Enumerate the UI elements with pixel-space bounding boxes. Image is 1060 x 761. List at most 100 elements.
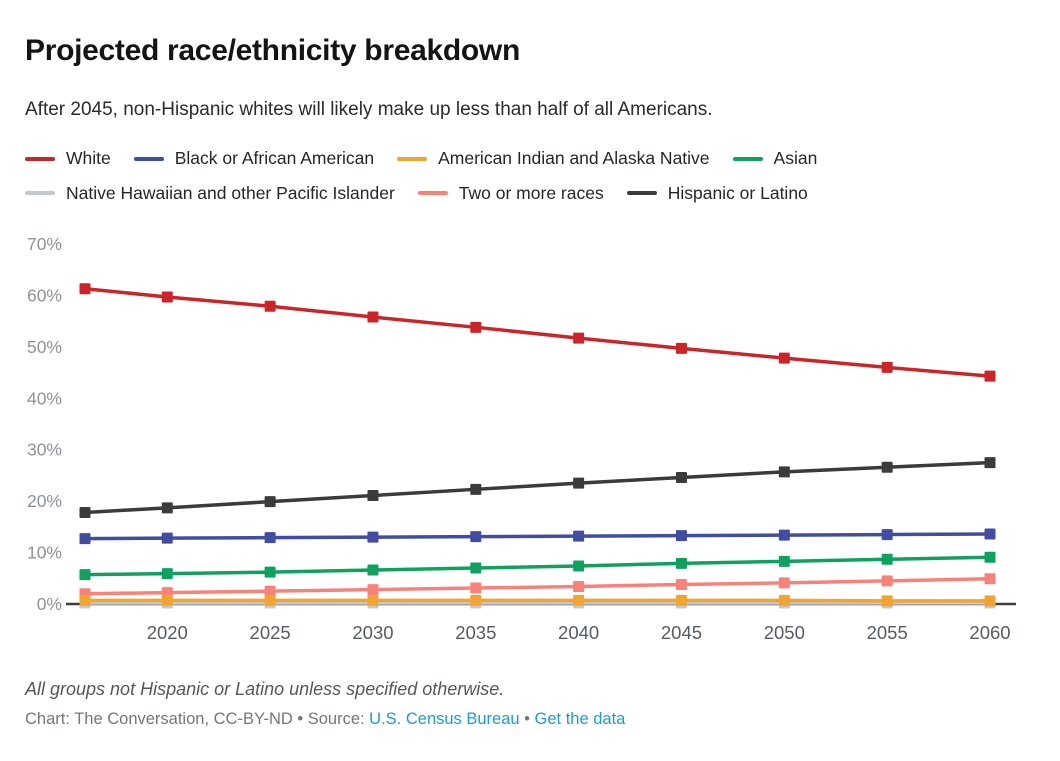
data-point-marker xyxy=(881,553,893,565)
data-point-marker xyxy=(161,594,173,606)
legend-item-two-or-more-races: Two or more races xyxy=(417,182,604,203)
legend-label: Two or more races xyxy=(458,182,604,203)
data-point-marker xyxy=(881,575,893,587)
x-axis-tick-label: 2060 xyxy=(969,622,1010,643)
data-point-marker xyxy=(675,557,687,569)
legend-label: Asian xyxy=(773,148,818,168)
legend-swatch-icon xyxy=(626,191,657,196)
series-hispanic-or-latino xyxy=(79,457,996,518)
data-point-marker xyxy=(881,595,893,607)
data-point-marker xyxy=(367,594,379,606)
data-point-marker xyxy=(470,562,482,574)
data-point-marker xyxy=(573,477,585,489)
data-point-marker xyxy=(79,594,91,606)
y-axis-tick-label: 50% xyxy=(27,337,62,357)
data-point-marker xyxy=(161,568,173,580)
data-point-marker xyxy=(573,530,585,542)
legend-swatch-icon xyxy=(417,191,448,196)
data-point-marker xyxy=(675,578,687,590)
x-axis-tick-label: 2040 xyxy=(558,622,599,643)
data-point-marker xyxy=(264,566,276,578)
series-two-or-more-races xyxy=(79,573,996,600)
data-point-marker xyxy=(264,300,276,312)
data-point-marker xyxy=(984,551,996,563)
legend-item-american-indian-and-alaska-native: American Indian and Alaska Native xyxy=(397,148,710,168)
series-line-black-or-african-american xyxy=(84,532,991,541)
data-point-marker xyxy=(367,489,379,501)
data-point-marker xyxy=(573,581,585,593)
legend-swatch-icon xyxy=(732,156,763,161)
data-point-marker xyxy=(367,584,379,596)
data-point-marker xyxy=(675,471,687,483)
data-point-marker xyxy=(984,573,996,585)
series-line-american-indian-and-alaska-native xyxy=(85,598,990,603)
data-point-marker xyxy=(367,531,379,543)
series-line-hispanic-or-latino xyxy=(84,460,991,515)
get-the-data-link[interactable]: Get the data xyxy=(534,710,626,728)
series-white xyxy=(79,283,996,382)
data-point-marker xyxy=(161,532,173,544)
legend-label: White xyxy=(66,148,111,168)
data-point-marker xyxy=(367,564,379,576)
footnote: All groups not Hispanic or Latino unless… xyxy=(25,679,505,699)
chart-subtitle: After 2045, non-Hispanic whites will lik… xyxy=(25,99,713,120)
legend-label: Black or African American xyxy=(174,148,375,168)
data-point-marker xyxy=(470,594,482,606)
credit-line: Chart: The Conversation, CC-BY-ND • Sour… xyxy=(25,710,625,729)
series-black-or-african-american xyxy=(79,528,996,545)
data-point-marker xyxy=(79,569,91,581)
y-axis-tick-label: 10% xyxy=(27,543,62,563)
series-american-indian-and-alaska-native xyxy=(79,594,996,607)
data-point-marker xyxy=(79,506,91,518)
legend-swatch-icon xyxy=(25,156,55,161)
y-axis-tick-label: 40% xyxy=(27,388,62,408)
data-point-marker xyxy=(264,594,276,606)
legend-swatch-icon xyxy=(133,156,164,161)
credit-separator: • xyxy=(519,710,535,728)
x-axis-tick-label: 2030 xyxy=(352,622,393,643)
legend-item-white: White xyxy=(25,148,111,168)
data-point-marker xyxy=(881,461,893,473)
data-point-marker xyxy=(573,594,585,606)
legend-item-hispanic-or-latino: Hispanic or Latino xyxy=(626,182,808,203)
x-axis-tick-label: 2035 xyxy=(455,622,496,643)
x-axis-tick-label: 2055 xyxy=(867,622,908,643)
legend-row: White Black or African American American I… xyxy=(25,148,1035,168)
data-point-marker xyxy=(470,582,482,594)
data-point-marker xyxy=(778,352,790,364)
legend-item-native-hawaiian-and-other-pacific-islander: Native Hawaiian and other Pacific Island… xyxy=(25,184,395,203)
data-point-marker xyxy=(984,595,996,607)
source-link[interactable]: U.S. Census Bureau xyxy=(369,710,520,728)
data-point-marker xyxy=(79,283,91,295)
data-point-marker xyxy=(573,560,585,572)
data-point-marker xyxy=(367,311,379,323)
legend-item-asian: Asian xyxy=(732,148,818,168)
data-point-marker xyxy=(984,528,996,540)
series-line-asian xyxy=(84,555,991,577)
data-point-marker xyxy=(264,532,276,544)
data-point-marker xyxy=(470,321,482,333)
y-axis-tick-label: 70% xyxy=(27,234,62,254)
x-axis-tick-label: 2045 xyxy=(661,622,702,643)
y-axis-tick-label: 20% xyxy=(27,491,62,511)
y-axis-tick-label: 0% xyxy=(37,594,62,614)
legend-swatch-icon xyxy=(397,156,428,161)
data-point-marker xyxy=(778,529,790,541)
y-axis-tick-label: 60% xyxy=(27,285,62,305)
credit-text: Chart: The Conversation, CC-BY-ND • Sour… xyxy=(25,710,370,728)
data-point-marker xyxy=(984,370,996,382)
data-point-marker xyxy=(161,291,173,303)
legend-label: Hispanic or Latino xyxy=(667,182,808,203)
data-point-marker xyxy=(984,457,996,469)
data-point-marker xyxy=(778,577,790,589)
data-point-marker xyxy=(881,361,893,373)
series-asian xyxy=(79,551,996,581)
data-point-marker xyxy=(573,332,585,344)
series-line-two-or-more-races xyxy=(84,577,991,596)
legend-item-black-or-african-american: Black or African American xyxy=(133,148,375,168)
legend: White Black or African American American I… xyxy=(25,148,1035,203)
legend-label: American Indian and Alaska Native xyxy=(438,148,710,168)
data-point-marker xyxy=(881,529,893,541)
data-point-marker xyxy=(675,342,687,354)
